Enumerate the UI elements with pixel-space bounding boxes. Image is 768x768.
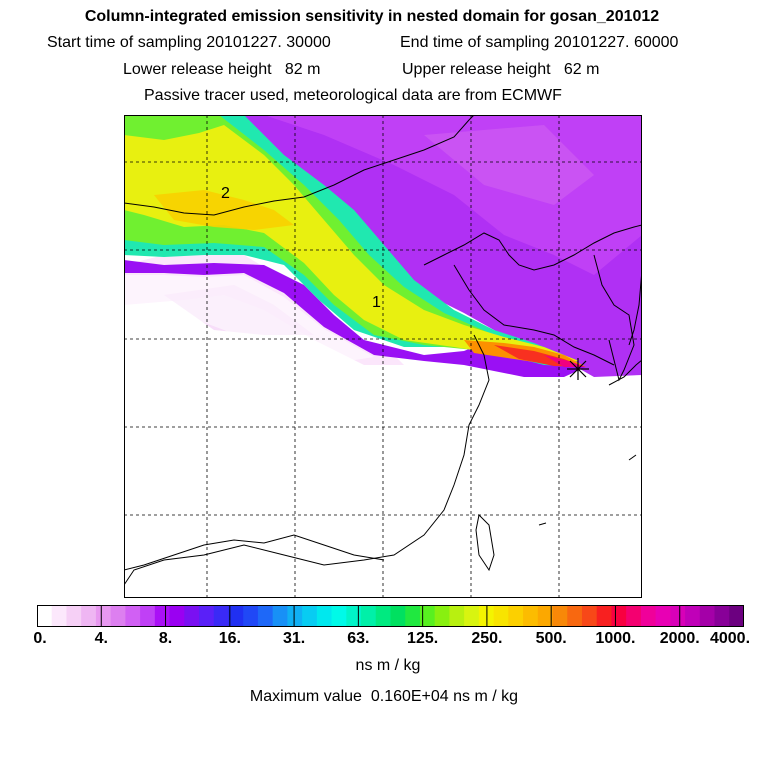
lower-value: 82 m xyxy=(284,61,321,78)
end-value: 20101227. 60000 xyxy=(553,34,679,51)
magenta-band xyxy=(124,260,586,377)
coastlines xyxy=(124,115,642,586)
colorbar-cell xyxy=(361,605,377,627)
colorbar-units: ns m / kg xyxy=(355,657,421,674)
colorbar-cell xyxy=(95,605,112,627)
colorbar-cell xyxy=(37,605,53,627)
colorbar-cell xyxy=(685,605,701,627)
colorbar-cell xyxy=(169,605,185,627)
end-label: End time of sampling xyxy=(400,34,550,51)
colorbar-cell xyxy=(213,605,230,627)
release-point-marker xyxy=(567,358,589,380)
colorbar-cell xyxy=(184,605,200,627)
start-time-label: Start time of sampling 20101227. 30000 xyxy=(47,34,331,52)
colorbar-cell xyxy=(405,605,421,627)
colorbar-cell xyxy=(464,605,480,627)
colorbar-tick-label: 16. xyxy=(218,630,241,647)
colorbar-cell xyxy=(199,605,215,627)
colorbar-cell xyxy=(110,605,126,627)
upper-release-height: Upper release height 62 m xyxy=(402,61,599,79)
colorbar-cell xyxy=(419,605,436,627)
colorbar-tick-label: 4000. xyxy=(709,630,751,647)
colorbar-cell xyxy=(154,605,171,627)
colorbar-tick-label: 31. xyxy=(282,630,306,647)
end-time-label: End time of sampling 20101227. 60000 xyxy=(400,34,678,52)
colorbar-cell xyxy=(552,605,568,627)
upper-value: 62 m xyxy=(563,61,600,78)
colorbar xyxy=(37,605,744,627)
colorbar-cell xyxy=(331,605,347,627)
colorbar-cell xyxy=(596,605,613,627)
colorbar-cell xyxy=(611,605,627,627)
max-value: 0.160E+04 xyxy=(370,688,449,705)
colorbar-cell xyxy=(714,605,730,627)
plot-title: Column-integrated emission sensitivity i… xyxy=(84,8,660,25)
colorbar-cell xyxy=(640,605,657,627)
maximum-value-text: Maximum value 0.160E+04 ns m / kg xyxy=(0,688,768,706)
colorbar-cell xyxy=(567,605,583,627)
colorbar-cell xyxy=(508,605,524,627)
lower-release-height: Lower release height 82 m xyxy=(123,61,320,79)
max-label: Maximum value xyxy=(249,688,362,705)
lat-lon-grid xyxy=(124,115,642,598)
colorbar-cell xyxy=(655,605,671,627)
colorbar-cell xyxy=(699,605,716,627)
colorbar-cell xyxy=(390,605,406,627)
colorbar-cell xyxy=(81,605,97,627)
colorbar-cell xyxy=(51,605,68,627)
colorbar-tick-label: 500. xyxy=(535,630,567,647)
colorbar-cell xyxy=(434,605,451,627)
colorbar-cell xyxy=(346,605,362,627)
colorbar-cell xyxy=(243,605,259,627)
colorbar-cell xyxy=(125,605,141,627)
colorbar-tick-label: 4. xyxy=(94,630,108,647)
emission-sensitivity-map: 1 2 xyxy=(124,115,642,598)
colorbar-tick-label: 250. xyxy=(471,630,503,647)
colorbar-cell xyxy=(316,605,333,627)
yellow-core xyxy=(124,125,579,363)
colorbar-cell xyxy=(287,605,303,627)
contour-label-2: 2 xyxy=(221,185,230,202)
tracer-note: Passive tracer used, meteorological data… xyxy=(144,87,562,104)
colorbar-tick-label: 8. xyxy=(158,630,173,647)
upper-label: Upper release height xyxy=(402,61,551,78)
colorbar-cell xyxy=(670,605,686,627)
colorbar-cell xyxy=(626,605,642,627)
max-units: ns m / kg xyxy=(453,688,519,705)
colorbar-cell xyxy=(729,605,744,627)
colorbar-tick-label: 63. xyxy=(347,630,370,647)
colorbar-cell xyxy=(523,605,539,627)
start-label: Start time of sampling xyxy=(47,34,202,51)
colorbar-cell xyxy=(581,605,598,627)
colorbar-cell xyxy=(140,605,156,627)
colorbar-cell xyxy=(228,605,244,627)
colorbar-cell xyxy=(302,605,318,627)
colorbar-cell xyxy=(493,605,509,627)
colorbar-cell xyxy=(272,605,288,627)
colorbar-cell xyxy=(449,605,465,627)
colorbar-cell xyxy=(537,605,554,627)
colorbar-cell xyxy=(257,605,274,627)
colorbar-tick-label: 125. xyxy=(407,630,439,647)
colorbar-tick-label: 2000. xyxy=(659,630,700,647)
start-value: 20101227. 30000 xyxy=(206,34,331,51)
contour-label-1: 1 xyxy=(372,294,381,311)
colorbar-tick-label: 0. xyxy=(33,630,47,647)
colorbar-cell xyxy=(66,605,82,627)
colorbar-tick-label: 1000. xyxy=(595,630,636,647)
lower-label: Lower release height xyxy=(123,61,272,78)
colorbar-cell xyxy=(375,605,392,627)
